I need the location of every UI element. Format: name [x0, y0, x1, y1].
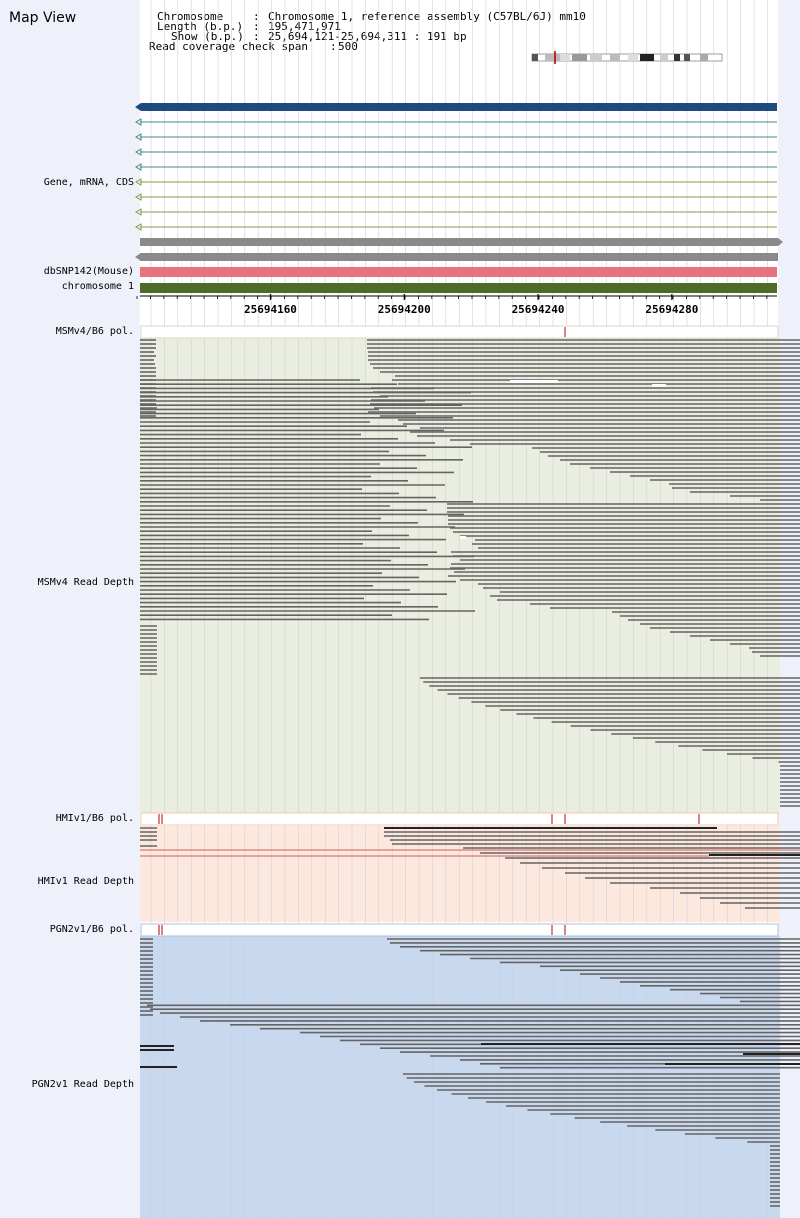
cds-arrow	[135, 178, 142, 186]
chromosome-bar	[140, 283, 777, 293]
map-view-title: Map View	[9, 10, 77, 26]
cds-arrow	[135, 223, 142, 231]
gene-arrow	[135, 103, 141, 111]
mrna-arrow	[135, 118, 142, 126]
msm-pol-label: MSMv4/B6 pol.	[55, 326, 134, 337]
gene-extent-arrow	[778, 238, 783, 246]
gene-track-label: Gene, mRNA, CDS	[43, 177, 134, 188]
right-edge-panel	[778, 0, 800, 1218]
hmi-depth-label: HMIv1 Read Depth	[37, 876, 134, 887]
msm-depth-label: MSMv4 Read Depth	[37, 577, 134, 588]
gene-extent-bar	[140, 253, 778, 261]
ideogram-band	[700, 54, 708, 61]
mrna-arrow	[135, 163, 142, 171]
ideogram-band	[532, 54, 538, 61]
mrna-arrow	[135, 148, 142, 156]
pgn-pol-label: PGN2v1/B6 pol.	[49, 924, 134, 935]
gene-bar	[141, 103, 777, 111]
chromosome-track-label: chromosome 1	[61, 281, 134, 292]
pgn-depth-label: PGN2v1 Read Depth	[31, 1079, 134, 1090]
read-gap	[460, 536, 466, 539]
show-key: Show (b.p.)	[171, 30, 244, 43]
chromosome-key: Chromosome	[157, 10, 224, 23]
snp-bar	[140, 267, 777, 277]
gene-extent-bar	[140, 238, 778, 246]
ideogram-band	[640, 54, 654, 61]
colon: :	[253, 10, 260, 23]
ideogram-band	[628, 54, 638, 61]
polymorphism-track	[140, 923, 779, 937]
chromosome-value: Chromosome 1, reference assembly (C57BL/…	[268, 10, 586, 23]
cds-arrow	[135, 208, 142, 216]
read-gap	[510, 380, 558, 383]
colon: :	[330, 40, 337, 53]
colon: :	[253, 20, 260, 33]
length-value: 195,471,971	[268, 20, 341, 33]
ideogram-band	[684, 54, 690, 61]
ruler-tick-label: 25694200	[378, 303, 431, 316]
coverage-span-value: 500	[338, 40, 358, 53]
ideogram-band	[590, 54, 602, 61]
chromosome-ideogram	[532, 54, 722, 61]
ideogram-band	[674, 54, 680, 61]
colon: :	[253, 30, 260, 43]
length-key: Length (b.p.)	[157, 20, 244, 33]
ideogram-band	[572, 54, 587, 61]
mrna-arrow	[135, 133, 142, 141]
ideogram-band	[560, 54, 570, 61]
ruler-tick-label: 25694160	[244, 303, 297, 316]
ideogram-band	[660, 54, 668, 61]
ruler-tick-label: 25694240	[512, 303, 565, 316]
ideogram-band	[610, 54, 620, 61]
ruler-tick-label: 25694280	[645, 303, 698, 316]
polymorphism-track	[140, 812, 779, 826]
polymorphism-track	[140, 325, 779, 339]
show-value: 25,694,121-25,694,311 : 191 bp	[268, 30, 467, 43]
ideogram-band	[545, 54, 560, 61]
gene-extent-arrow	[135, 253, 141, 261]
left-label-panel	[0, 0, 140, 1218]
read-gap	[652, 384, 666, 387]
snp-track-label: dbSNP142(Mouse)	[43, 266, 134, 277]
cds-arrow	[135, 193, 142, 201]
hmi-pol-label: HMIv1/B6 pol.	[55, 813, 134, 824]
